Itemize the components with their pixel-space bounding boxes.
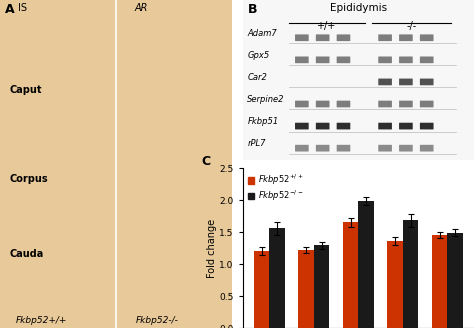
Text: Fkbp51: Fkbp51 bbox=[247, 117, 279, 126]
Bar bbox=[387, 241, 403, 328]
FancyBboxPatch shape bbox=[378, 145, 392, 152]
Text: AR: AR bbox=[134, 3, 147, 13]
Text: IS: IS bbox=[18, 3, 27, 13]
FancyBboxPatch shape bbox=[337, 101, 350, 107]
FancyBboxPatch shape bbox=[399, 34, 413, 41]
Text: Fkbp52+/+: Fkbp52+/+ bbox=[16, 316, 67, 325]
Bar bbox=[358, 201, 374, 328]
FancyBboxPatch shape bbox=[420, 34, 434, 41]
FancyBboxPatch shape bbox=[399, 56, 413, 63]
Bar bbox=[269, 228, 285, 328]
FancyBboxPatch shape bbox=[378, 123, 392, 130]
Text: Epididymis: Epididymis bbox=[330, 3, 387, 13]
FancyBboxPatch shape bbox=[295, 56, 309, 63]
FancyBboxPatch shape bbox=[399, 79, 413, 85]
Text: Serpine2: Serpine2 bbox=[247, 95, 285, 104]
Text: A: A bbox=[5, 3, 14, 16]
Bar bbox=[314, 245, 329, 328]
Text: +/+: +/+ bbox=[316, 21, 336, 31]
Text: Adam7: Adam7 bbox=[247, 29, 277, 38]
FancyBboxPatch shape bbox=[420, 101, 434, 107]
Bar bbox=[343, 222, 358, 328]
FancyBboxPatch shape bbox=[399, 101, 413, 107]
Bar bbox=[298, 250, 314, 328]
Text: Car2: Car2 bbox=[247, 73, 267, 82]
Bar bbox=[447, 233, 463, 328]
FancyBboxPatch shape bbox=[316, 101, 329, 107]
Text: C: C bbox=[201, 155, 210, 168]
FancyBboxPatch shape bbox=[420, 145, 434, 152]
FancyBboxPatch shape bbox=[337, 145, 350, 152]
FancyBboxPatch shape bbox=[337, 34, 350, 41]
Bar bbox=[432, 235, 447, 328]
Bar bbox=[254, 251, 269, 328]
FancyBboxPatch shape bbox=[399, 123, 413, 130]
FancyBboxPatch shape bbox=[316, 145, 329, 152]
Text: Cauda: Cauda bbox=[9, 249, 44, 259]
FancyBboxPatch shape bbox=[295, 123, 309, 130]
FancyBboxPatch shape bbox=[337, 123, 350, 130]
Legend: $Fkbp52^{+/+}$, $Fkbp52^{-/-}$: $Fkbp52^{+/+}$, $Fkbp52^{-/-}$ bbox=[247, 172, 304, 204]
FancyBboxPatch shape bbox=[399, 145, 413, 152]
FancyBboxPatch shape bbox=[420, 79, 434, 85]
Y-axis label: Fold change: Fold change bbox=[207, 218, 217, 277]
FancyBboxPatch shape bbox=[378, 34, 392, 41]
Text: Gpx5: Gpx5 bbox=[247, 51, 270, 60]
FancyBboxPatch shape bbox=[337, 56, 350, 63]
Text: B: B bbox=[247, 3, 257, 16]
Text: rPL7: rPL7 bbox=[247, 139, 266, 149]
FancyBboxPatch shape bbox=[378, 56, 392, 63]
FancyBboxPatch shape bbox=[295, 145, 309, 152]
FancyBboxPatch shape bbox=[316, 34, 329, 41]
FancyBboxPatch shape bbox=[316, 56, 329, 63]
Bar bbox=[403, 220, 419, 328]
FancyBboxPatch shape bbox=[378, 101, 392, 107]
FancyBboxPatch shape bbox=[295, 34, 309, 41]
Text: Fkbp52-/-: Fkbp52-/- bbox=[136, 316, 179, 325]
Text: -/-: -/- bbox=[406, 21, 417, 31]
FancyBboxPatch shape bbox=[295, 101, 309, 107]
FancyBboxPatch shape bbox=[420, 56, 434, 63]
Text: Caput: Caput bbox=[9, 85, 42, 95]
FancyBboxPatch shape bbox=[378, 79, 392, 85]
FancyBboxPatch shape bbox=[420, 123, 434, 130]
FancyBboxPatch shape bbox=[316, 123, 329, 130]
Text: Corpus: Corpus bbox=[9, 174, 48, 184]
